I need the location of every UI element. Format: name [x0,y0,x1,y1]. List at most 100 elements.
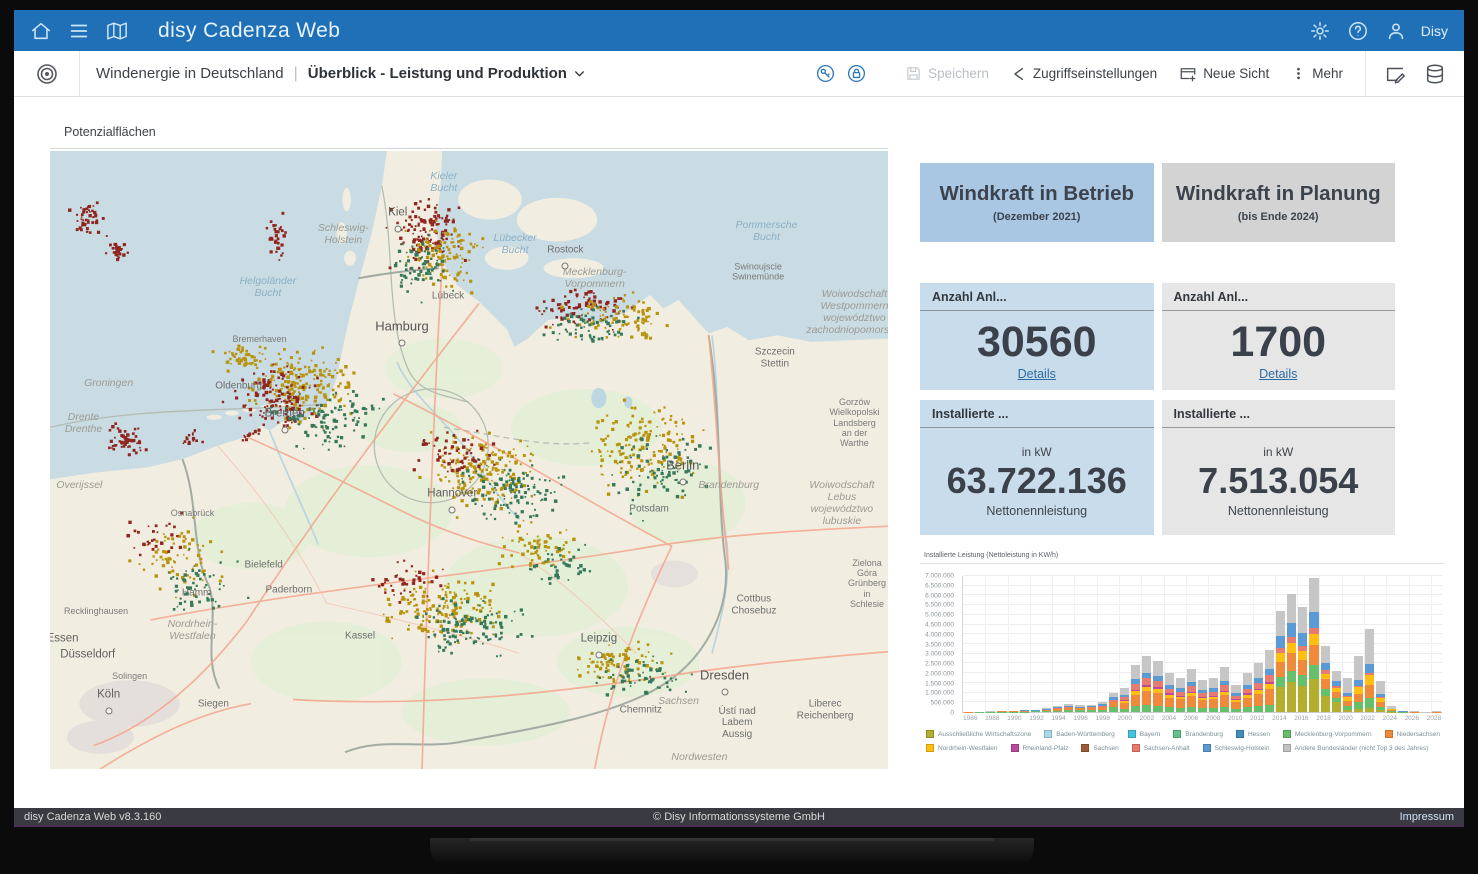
card-title: Windkraft in Planung [1176,182,1381,206]
legend-label: Sachsen [1093,745,1118,752]
bar-2013 [1265,576,1274,712]
chevron-down-icon [573,67,586,80]
user-name[interactable]: Disy [1421,23,1448,39]
sheet-toolbar: Windenergie in Deutschland | Überblick -… [14,51,1464,97]
menu-icon[interactable] [60,10,98,51]
laptop-stand-bezel [430,838,1034,874]
stat-unit: in kW [1022,445,1052,459]
imprint-link[interactable]: Impressum [1400,811,1454,823]
legend-item: Sachsen [1081,744,1118,752]
details-link[interactable]: Details [1018,367,1056,381]
user-icon[interactable] [1377,10,1415,51]
bar-2014 [1276,576,1285,712]
settings-gear-icon[interactable] [1301,10,1339,51]
access-settings-button[interactable]: Zugriffseinstellungen [1011,66,1157,82]
card-subtitle: (bis Ende 2024) [1238,211,1319,223]
card-windkraft-planung: Windkraft in Planung (bis Ende 2024) [1162,163,1396,242]
bar-2015 [1287,576,1296,712]
map-icon[interactable] [98,10,136,51]
home-icon[interactable] [22,10,60,51]
card-title: Windkraft in Betrieb [939,182,1134,206]
legend-item: Ausschließliche Wirtschaftszone [926,730,1031,738]
bar-1990 [1009,576,1018,712]
access-settings-label: Zugriffseinstellungen [1033,66,1157,81]
chart-title: Installierte Leistung (Nettoleistung in … [920,552,1444,559]
bar-2020 [1343,576,1352,712]
y-tick-label: 4.000.000 [925,631,954,638]
bar-1991 [1020,576,1029,712]
sheet-title-dropdown[interactable]: Überblick - Leistung und Produktion [308,65,586,82]
x-tick-label: 2024 [1382,715,1396,722]
x-tick-label: 1996 [1073,715,1087,722]
stat-header: Anzahl Anl... [920,283,1154,311]
more-button[interactable]: Mehr [1291,66,1343,81]
x-tick-label: 2016 [1294,715,1308,722]
sheet-title-label: Überblick - Leistung und Produktion [308,65,567,82]
map-panel: Potenzialflächen [50,125,888,787]
x-tick-label [1068,715,1072,722]
x-tick-label: 1988 [985,715,999,722]
y-tick-label: 2.000.000 [925,670,954,677]
bar-2001 [1131,576,1140,712]
stat-header: Installierte ... [920,400,1154,428]
x-tick-label [1333,715,1337,722]
legend-item: Brandenburg [1173,730,1223,738]
stat-caption: Nettonennleistung [986,504,1087,518]
bar-2004 [1165,576,1174,712]
bar-2024 [1387,576,1396,712]
card-subtitle: (Dezember 2021) [993,211,1080,223]
legend-item: Niedersachsen [1385,730,1440,738]
x-tick-label [1112,715,1116,722]
bar-2016 [1298,576,1307,712]
bar-2018 [1321,576,1330,712]
x-tick-label: 2008 [1206,715,1220,722]
legend-label: Nordrhein-Westfalen [938,745,998,752]
x-tick-label [1134,715,1138,722]
x-tick-label: 2014 [1272,715,1286,722]
bar-1996 [1075,576,1084,712]
kebab-menu-icon [1291,66,1306,81]
bar-2000 [1120,576,1129,712]
legend-label: Rheinland-Pfalz [1023,745,1069,752]
stat-unit: in kW [1263,445,1293,459]
target-navigator-icon[interactable] [14,51,80,96]
bar-1993 [1042,576,1051,712]
legend-swatch [1128,730,1136,738]
database-icon[interactable] [1424,63,1446,85]
legend-swatch [1236,730,1244,738]
x-tick-label: 1990 [1007,715,1021,722]
legend-swatch [1283,744,1291,752]
public-key-icon[interactable] [815,63,836,84]
map-canvas[interactable]: Kieler BuchtKielLübecker BuchtRostockMec… [50,151,888,769]
save-button[interactable]: Speichern [905,65,989,82]
details-link[interactable]: Details [1259,367,1297,381]
x-tick-label [1311,715,1315,722]
legend-label: Andere Bundesländer (nicht Top 3 des Jah… [1295,745,1429,752]
bar-2025 [1398,576,1407,712]
legend-item: Mecklenburg-Vorpommern [1283,730,1372,738]
lock-icon[interactable] [846,63,867,84]
map-panel-title: Potenzialflächen [50,125,888,139]
help-icon[interactable] [1339,10,1377,51]
x-tick-label: 1992 [1029,715,1043,722]
x-tick-label [1355,715,1359,722]
stat-value: 63.722.136 [947,461,1127,501]
y-tick-label: 3.500.000 [925,641,954,648]
x-tick-label [1399,715,1403,722]
bar-2021 [1354,576,1363,712]
legend-item: Hessen [1236,730,1270,738]
x-tick-label [979,715,983,722]
legend-swatch [1283,730,1291,738]
edit-page-icon[interactable] [1384,63,1406,85]
bar-1995 [1064,576,1073,712]
x-tick-label: 2004 [1162,715,1176,722]
y-tick-label: 6.500.000 [925,582,954,589]
bar-2009 [1220,576,1229,712]
sheet-status-icons [815,63,867,84]
legend-item: Nordrhein-Westfalen [926,744,998,752]
x-tick-label [1222,715,1226,722]
new-view-button[interactable]: Neue Sicht [1179,65,1269,83]
save-label: Speichern [928,66,989,81]
x-tick-label [1156,715,1160,722]
breadcrumb-workbook[interactable]: Windenergie in Deutschland [96,65,284,82]
